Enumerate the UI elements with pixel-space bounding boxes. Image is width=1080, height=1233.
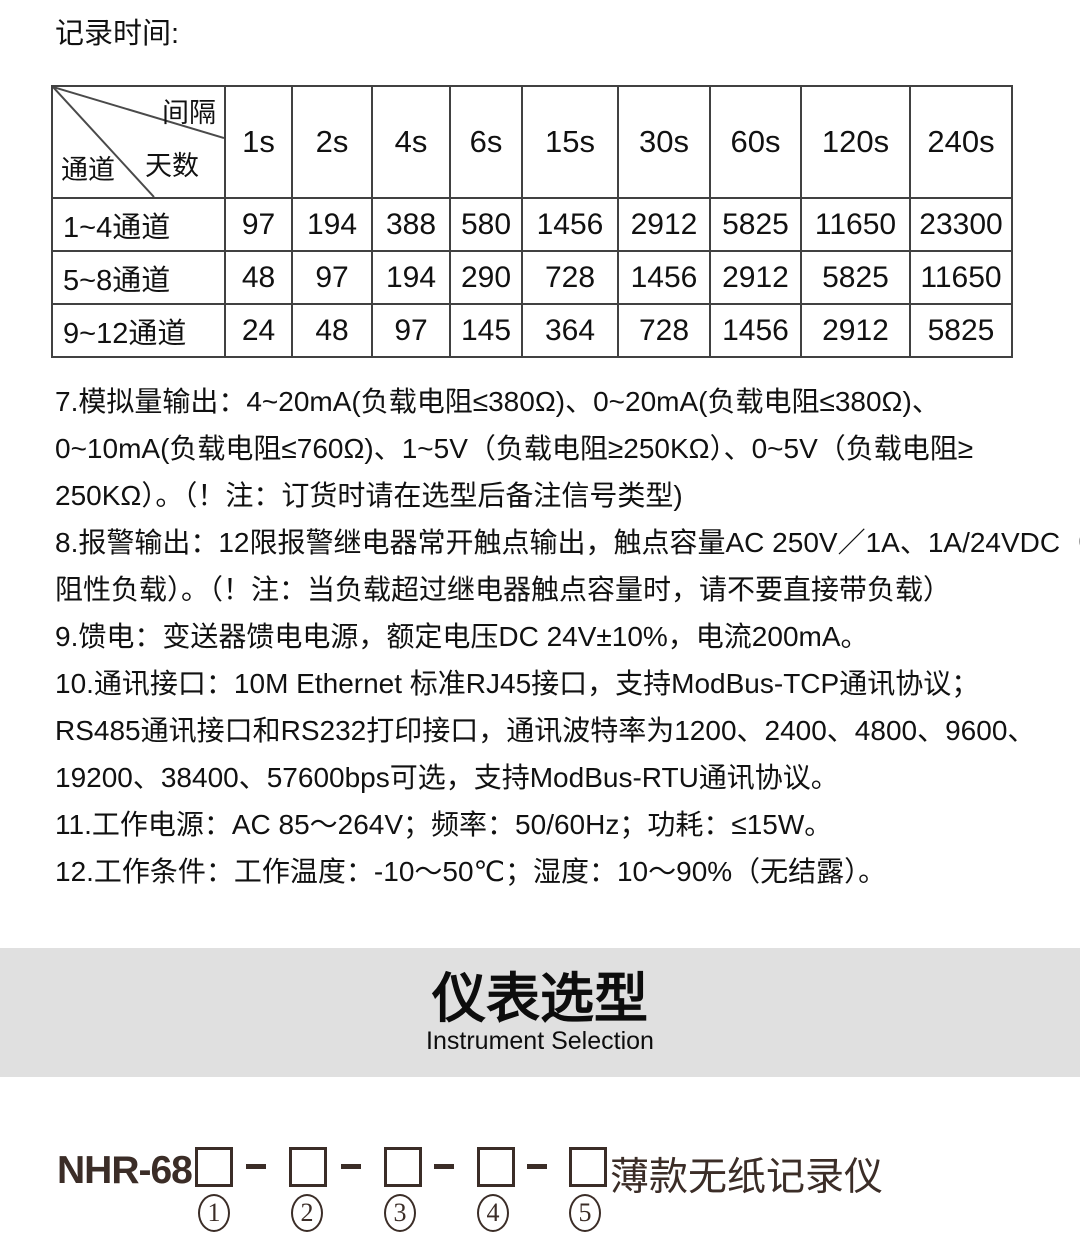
interval-header: 6s xyxy=(449,85,523,199)
spec-line: 0~10mA(负载电阻≤760Ω)、1~5V（负载电阻≥250KΩ）、0~5V（… xyxy=(55,433,974,464)
dash-separator xyxy=(246,1164,266,1169)
interval-header: 30s xyxy=(617,85,711,199)
dash-separator xyxy=(434,1164,454,1169)
table-header-row: 间隔 天数 通道 1s 2s 4s 6s 15s 30s 60s 120s 24… xyxy=(51,85,1013,199)
row-label: 9~12通道 xyxy=(51,303,226,358)
table-cell: 23300 xyxy=(909,197,1013,252)
banner-subtitle: Instrument Selection xyxy=(426,1027,654,1056)
table-cell: 728 xyxy=(521,250,619,305)
corner-interval-label: 间隔 xyxy=(162,98,216,128)
circled-number-3: 3 xyxy=(384,1194,416,1232)
section-banner: 仪表选型 Instrument Selection xyxy=(0,948,1080,1077)
table-cell: 728 xyxy=(617,303,711,358)
spec-line: 8.报警输出：12限报警继电器常开触点输出，触点容量AC 250V／1A、1A/… xyxy=(55,527,1080,558)
table-cell: 97 xyxy=(224,197,293,252)
corner-diagonal-lines xyxy=(54,88,223,196)
table-cell: 11650 xyxy=(800,197,911,252)
table-cell: 97 xyxy=(371,303,451,358)
table-cell: 5825 xyxy=(709,197,802,252)
spec-line: 10.通讯接口：10M Ethernet 标准RJ45接口，支持ModBus-T… xyxy=(55,668,980,699)
specifications-block: 7.模拟量输出：4~20mA(负载电阻≤380Ω)、0~20mA(负载电阻≤38… xyxy=(55,378,1080,895)
table-cell: 1456 xyxy=(709,303,802,358)
model-option-box-4 xyxy=(477,1147,515,1187)
product-name: 薄款无纸记录仪 xyxy=(610,1156,884,1199)
table-cell: 1456 xyxy=(617,250,711,305)
interval-header: 240s xyxy=(909,85,1013,199)
interval-header: 15s xyxy=(521,85,619,199)
model-option-box-2 xyxy=(289,1147,327,1187)
row-label: 5~8通道 xyxy=(51,250,226,305)
model-option-box-1 xyxy=(195,1147,233,1187)
table-cell: 2912 xyxy=(709,250,802,305)
spec-line: 12.工作条件：工作温度：-10～50℃；湿度：10～90%（无结露）。 xyxy=(55,856,887,887)
interval-header: 4s xyxy=(371,85,451,199)
table-cell: 5825 xyxy=(909,303,1013,358)
section-title-recording-time: 记录时间: xyxy=(55,18,180,50)
table-row: 1~4通道 97 194 388 580 1456 2912 5825 1165… xyxy=(51,197,1013,252)
table-cell: 580 xyxy=(449,197,523,252)
table-cell: 2912 xyxy=(617,197,711,252)
circled-number-4: 4 xyxy=(477,1194,509,1232)
spec-line: 阻性负载）。（！注：当负载超过继电器触点容量时，请不要直接带负载） xyxy=(55,574,952,605)
spec-line: RS485通讯接口和RS232打印接口，通讯波特率为1200、2400、4800… xyxy=(55,715,1036,746)
circled-number-5: 5 xyxy=(569,1194,601,1232)
interval-header: 1s xyxy=(224,85,293,199)
interval-header: 120s xyxy=(800,85,911,199)
model-prefix: NHR-68 xyxy=(57,1149,193,1192)
interval-header: 60s xyxy=(709,85,802,199)
table-corner-cell: 间隔 天数 通道 xyxy=(51,85,226,199)
spec-line: 7.模拟量输出：4~20mA(负载电阻≤380Ω)、0~20mA(负载电阻≤38… xyxy=(55,386,940,417)
table-cell: 388 xyxy=(371,197,451,252)
spec-line: 9.馈电：变送器馈电电源，额定电压DC 24V±10%，电流200mA。 xyxy=(55,621,869,652)
table-row: 5~8通道 48 97 194 290 728 1456 2912 5825 1… xyxy=(51,250,1013,305)
table-cell: 194 xyxy=(291,197,373,252)
model-option-box-3 xyxy=(384,1147,422,1187)
table-cell: 11650 xyxy=(909,250,1013,305)
interval-header: 2s xyxy=(291,85,373,199)
table-cell: 2912 xyxy=(800,303,911,358)
row-label: 1~4通道 xyxy=(51,197,226,252)
table-cell: 364 xyxy=(521,303,619,358)
dash-separator xyxy=(341,1164,361,1169)
table-cell: 1456 xyxy=(521,197,619,252)
spec-line: 11.工作电源：AC 85～264V；频率：50/60Hz；功耗：≤15W。 xyxy=(55,809,833,840)
corner-days-label: 天数 xyxy=(145,151,199,181)
table-row: 9~12通道 24 48 97 145 364 728 1456 2912 58… xyxy=(51,303,1013,358)
circled-number-1: 1 xyxy=(198,1194,230,1232)
table-cell: 145 xyxy=(449,303,523,358)
recording-time-table: 间隔 天数 通道 1s 2s 4s 6s 15s 30s 60s 120s 24… xyxy=(51,85,1013,358)
spec-line: 19200、38400、57600bps可选，支持ModBus-RTU通讯协议。 xyxy=(55,762,839,793)
table-cell: 5825 xyxy=(800,250,911,305)
table-cell: 194 xyxy=(371,250,451,305)
spec-line: 250KΩ）。（！注：订货时请在选型后备注信号类型) xyxy=(55,480,683,511)
table-cell: 48 xyxy=(224,250,293,305)
table-cell: 24 xyxy=(224,303,293,358)
dash-separator xyxy=(527,1164,547,1169)
table-cell: 97 xyxy=(291,250,373,305)
table-cell: 290 xyxy=(449,250,523,305)
corner-channel-label: 通道 xyxy=(61,155,115,185)
banner-title: 仪表选型 xyxy=(432,969,648,1029)
model-option-box-5 xyxy=(569,1147,607,1187)
table-cell: 48 xyxy=(291,303,373,358)
circled-number-2: 2 xyxy=(291,1194,323,1232)
